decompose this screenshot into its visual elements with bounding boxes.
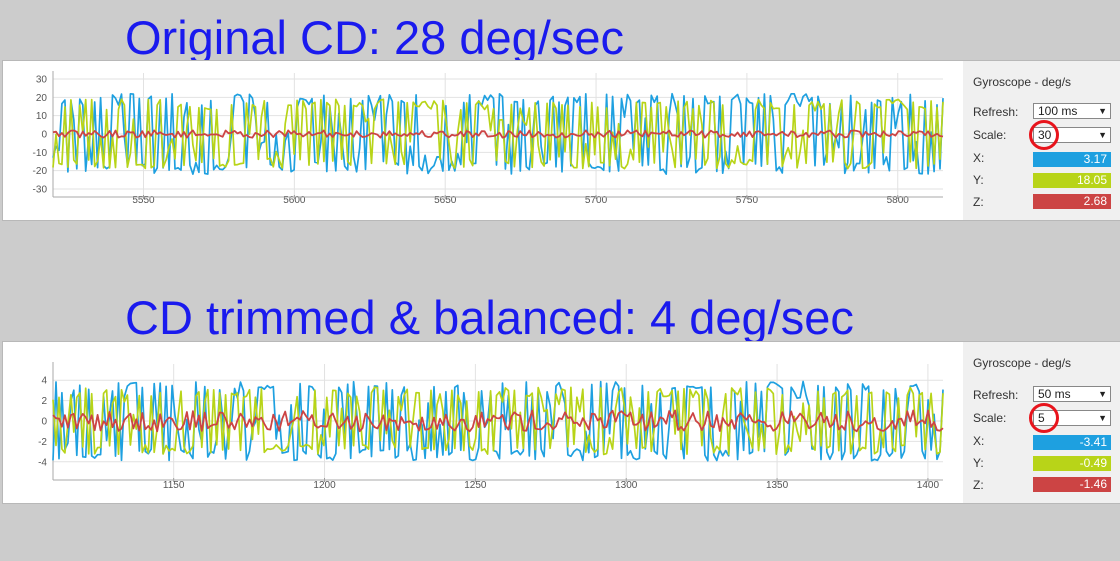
x-tick-label: 1250 xyxy=(464,480,487,491)
refresh-label: Refresh: xyxy=(973,388,1019,402)
series-line-y xyxy=(52,98,944,170)
series-line-z xyxy=(52,129,944,139)
x-tick-label: 5750 xyxy=(736,195,759,206)
gyro-panel-trimmed: 4 2 0 -2 -4 1150 1200 1250 1300 1350 1400 Gyroscop… xyxy=(2,341,1120,504)
x-label: X: xyxy=(973,151,985,165)
z-label: Z: xyxy=(973,195,984,209)
y-tick-label: -30 xyxy=(33,185,48,196)
refresh-value: 100 ms xyxy=(1038,104,1078,118)
chevron-down-icon: ▼ xyxy=(1098,389,1107,399)
y-tick-label: 10 xyxy=(36,111,48,122)
y-tick-label: -10 xyxy=(33,148,48,159)
y-tick-label: 30 xyxy=(36,75,48,86)
x-tick-label: 1350 xyxy=(766,480,789,491)
scale-label: Scale: xyxy=(973,128,1007,142)
y-tick-label: 4 xyxy=(41,376,47,387)
x-tick-label: 1150 xyxy=(163,480,185,491)
y-label: Y: xyxy=(973,173,984,187)
x-tick-label: 5600 xyxy=(283,195,306,206)
highlight-circle xyxy=(1029,120,1059,150)
y-tick-label: 0 xyxy=(41,417,47,428)
y-tick-label: 0 xyxy=(41,130,47,141)
x-tick-label: 5800 xyxy=(887,195,910,206)
series-line-y xyxy=(52,386,944,456)
x-label: X: xyxy=(973,434,985,448)
y-tick-label: -20 xyxy=(33,166,48,177)
refresh-select[interactable]: 100 ms ▼ xyxy=(1033,103,1111,119)
y-tick-label: -4 xyxy=(38,457,47,468)
scale-label: Scale: xyxy=(973,411,1007,425)
gyro-sidebar: Gyroscope - deg/s Refresh: 100 ms ▼ Scal… xyxy=(963,61,1120,220)
x-value-badge: 3.17 xyxy=(1033,152,1111,167)
chevron-down-icon: ▼ xyxy=(1098,106,1107,116)
sidebar-title: Gyroscope - deg/s xyxy=(973,75,1072,89)
gyro-chart-original: 30 20 10 0 -10 -20 -30 5550 5600 5650 5700 5750 5800 xyxy=(33,71,944,206)
gyro-panel-original: 30 20 10 0 -10 -20 -30 5550 5600 5650 5700 5750 5800… xyxy=(2,60,1120,221)
gyro-chart-trimmed: 4 2 0 -2 -4 1150 1200 1250 1300 1350 1400 xyxy=(38,362,944,491)
x-tick-label: 1300 xyxy=(615,480,638,491)
series-line-z xyxy=(52,409,944,433)
y-tick-label: 20 xyxy=(36,93,48,104)
chevron-down-icon: ▼ xyxy=(1098,413,1107,423)
x-tick-label: 5700 xyxy=(585,195,608,206)
y-label: Y: xyxy=(973,456,984,470)
heading-original: Original CD: 28 deg/sec xyxy=(125,11,624,64)
x-tick-label: 5650 xyxy=(434,195,457,206)
refresh-value: 50 ms xyxy=(1038,387,1071,401)
x-tick-label: 1400 xyxy=(917,480,940,491)
x-value-badge: -3.41 xyxy=(1033,435,1111,450)
sidebar-title: Gyroscope - deg/s xyxy=(973,356,1072,370)
heading-trimmed: CD trimmed & balanced: 4 deg/sec xyxy=(125,291,854,344)
gyro-sidebar: Gyroscope - deg/s Refresh: 50 ms ▼ Scale… xyxy=(963,342,1120,503)
highlight-circle xyxy=(1029,403,1059,433)
refresh-label: Refresh: xyxy=(973,105,1019,119)
y-tick-label: 2 xyxy=(41,396,47,407)
z-value-badge: -1.46 xyxy=(1033,477,1111,492)
z-label: Z: xyxy=(973,478,984,492)
refresh-select[interactable]: 50 ms ▼ xyxy=(1033,386,1111,402)
z-value-badge: 2.68 xyxy=(1033,194,1111,209)
x-tick-label: 1200 xyxy=(313,480,336,491)
chevron-down-icon: ▼ xyxy=(1098,130,1107,140)
y-tick-label: -2 xyxy=(38,437,47,448)
x-tick-label: 5550 xyxy=(132,195,155,206)
y-value-badge: 18.05 xyxy=(1033,173,1111,188)
y-value-badge: -0.49 xyxy=(1033,456,1111,471)
